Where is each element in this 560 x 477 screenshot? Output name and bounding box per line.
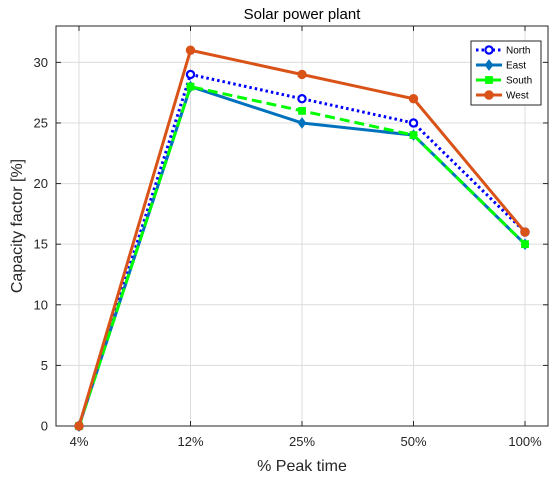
- legend-item-north: North: [476, 45, 530, 57]
- legend-marker-east: [484, 59, 494, 71]
- chart-title: Solar power plant: [244, 6, 362, 23]
- data-point-north: [408, 118, 419, 128]
- y-tick-label: 0: [41, 419, 48, 434]
- y-tick-label: 25: [34, 115, 48, 130]
- legend-item-east: East: [476, 59, 526, 72]
- series-west: [74, 45, 530, 431]
- legend-item-south: South: [476, 76, 532, 87]
- legend-label-east: East: [506, 61, 526, 72]
- y-tick-label: 30: [34, 55, 48, 70]
- legend-label-west: West: [506, 91, 529, 102]
- data-point-north: [185, 69, 196, 80]
- data-point-west: [297, 69, 307, 80]
- data-point-west: [74, 421, 84, 431]
- data-point-south: [409, 131, 418, 139]
- y-tick-label: 15: [34, 237, 48, 252]
- series-group: [74, 45, 530, 432]
- y-tick-label: 20: [34, 176, 48, 191]
- data-point-north: [297, 94, 307, 104]
- data-point-west: [185, 45, 196, 55]
- legend-label-north: North: [506, 46, 530, 57]
- series-south: [75, 82, 529, 430]
- x-tick-label: 4%: [70, 434, 89, 449]
- data-point-south: [186, 82, 195, 91]
- legend-marker-south: [485, 76, 493, 84]
- data-point-west: [408, 94, 419, 104]
- x-axis-label: % Peak time: [257, 458, 347, 475]
- y-tick-label: 5: [41, 358, 48, 373]
- x-tick-label: 25%: [289, 434, 315, 449]
- axis-ticks: 4% 12% 25% 50% 100% 0 5 10 15 20 25 30: [34, 26, 548, 449]
- legend-marker-west: [484, 90, 494, 100]
- data-point-east: [297, 117, 307, 129]
- legend-marker-north: [484, 45, 494, 55]
- x-tick-label: 50%: [400, 434, 426, 449]
- data-point-south: [521, 240, 529, 249]
- legend-label-south: South: [506, 76, 532, 87]
- legend-item-west: West: [476, 90, 529, 102]
- data-point-west: [520, 227, 530, 237]
- y-axis-label: Capacity factor [%]: [9, 159, 26, 293]
- y-tick-label: 10: [34, 297, 48, 312]
- x-tick-label: 12%: [177, 434, 203, 449]
- legend: North East South West: [470, 40, 542, 106]
- x-tick-label: 100%: [508, 434, 542, 449]
- data-point-south: [298, 106, 306, 115]
